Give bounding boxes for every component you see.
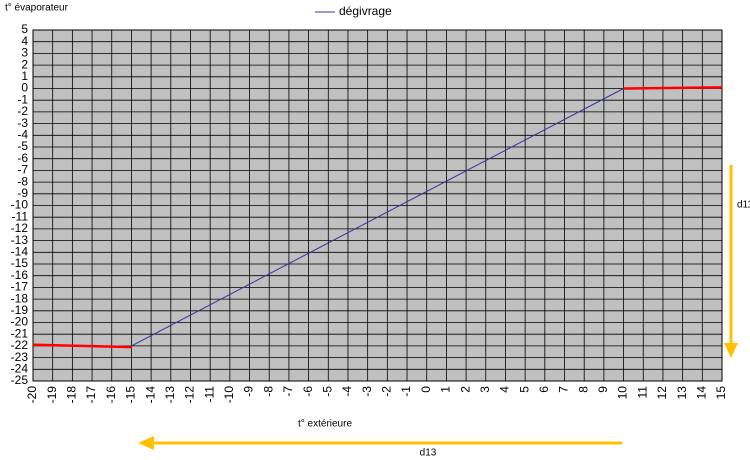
x-tick-label: 1 <box>439 386 453 393</box>
x-tick-label: 13 <box>675 386 689 400</box>
x-axis-title: t° extérieure <box>298 419 352 430</box>
y-tick-label: -15 <box>11 256 29 270</box>
y-tick-label: -4 <box>17 127 28 141</box>
y-tick-label: -19 <box>11 303 29 317</box>
line-series <box>131 88 624 347</box>
y-tick-label: 3 <box>21 46 28 60</box>
y-tick-label: 4 <box>21 34 28 48</box>
y-tick-label: -20 <box>11 315 29 329</box>
x-tick-label: 7 <box>557 386 571 393</box>
x-tick-label: 9 <box>596 386 610 393</box>
y-tick-label: -3 <box>17 116 28 130</box>
x-tick-label: -8 <box>261 386 275 397</box>
x-tick-label: -14 <box>143 386 157 404</box>
y-axis-title: t° évaporateur <box>5 3 69 14</box>
x-tick-label: -6 <box>301 386 315 397</box>
y-tick-label: -11 <box>12 209 29 223</box>
y-tick-label: -7 <box>17 163 28 177</box>
x-tick-label: -12 <box>183 386 197 404</box>
y-tick-label: -1 <box>17 92 28 106</box>
y-tick-label: -6 <box>17 151 28 165</box>
arrow-d11 <box>724 165 738 358</box>
x-tick-label: 12 <box>655 386 669 400</box>
x-tick-label: 10 <box>616 386 630 400</box>
x-tick-label: -5 <box>320 386 334 397</box>
y-tick-label: -17 <box>11 280 29 294</box>
y-tick-label: 1 <box>21 69 28 83</box>
x-tick-label: -3 <box>360 386 374 397</box>
x-tick-label: -15 <box>124 386 138 404</box>
x-tick-label: 2 <box>458 386 472 393</box>
annotation: d13 <box>420 448 437 459</box>
x-tick-label: -17 <box>84 386 98 404</box>
y-tick-label: -12 <box>11 221 29 235</box>
x-tick-label: -13 <box>163 386 177 404</box>
y-tick-label: -13 <box>11 233 29 247</box>
y-tick-label: -16 <box>11 268 29 282</box>
y-tick-label: -25 <box>11 373 29 387</box>
y-tick-label: 0 <box>21 81 28 95</box>
y-tick-label: -8 <box>17 174 28 188</box>
x-tick-label: 8 <box>576 386 590 393</box>
x-tick-label: -2 <box>380 386 394 397</box>
line-series <box>32 343 132 349</box>
x-tick-label: 15 <box>714 386 728 400</box>
y-tick-label: -21 <box>11 326 29 340</box>
x-tick-label: -11 <box>202 386 216 403</box>
x-tick-label: 3 <box>478 386 492 393</box>
y-tick-label: -5 <box>17 139 28 153</box>
y-tick-label: 5 <box>21 22 28 36</box>
y-tick-label: -23 <box>11 350 29 364</box>
x-tick-label: -9 <box>242 386 256 397</box>
y-tick-label: -18 <box>11 291 29 305</box>
x-tick-label: -10 <box>222 386 236 404</box>
x-tick-label: 0 <box>419 386 433 393</box>
x-tick-label: 14 <box>694 386 708 400</box>
annotation: d11 <box>737 200 750 211</box>
y-tick-label: -14 <box>11 244 29 258</box>
x-tick-label: 6 <box>537 386 551 393</box>
y-tick-label: -22 <box>11 338 29 352</box>
y-tick-label: -10 <box>11 198 29 212</box>
y-tick-label: 2 <box>21 57 28 71</box>
x-tick-label: -18 <box>65 386 79 404</box>
x-tick-label: -16 <box>104 386 118 404</box>
x-tick-label: -19 <box>45 386 59 404</box>
x-tick-label: 5 <box>517 386 531 393</box>
legend-label: dégivrage <box>339 4 392 18</box>
line-series <box>623 86 723 90</box>
y-tick-label: -24 <box>11 361 29 375</box>
x-tick-label: 4 <box>498 386 512 393</box>
x-tick-label: 11 <box>635 386 649 399</box>
y-tick-label: -9 <box>17 186 28 200</box>
x-tick-label: -7 <box>281 386 295 397</box>
y-tick-label: -2 <box>17 104 28 118</box>
arrow-d13 <box>138 436 622 450</box>
x-tick-label: -4 <box>340 386 354 397</box>
x-tick-label: -1 <box>399 386 413 397</box>
x-tick-label: -20 <box>25 386 39 404</box>
